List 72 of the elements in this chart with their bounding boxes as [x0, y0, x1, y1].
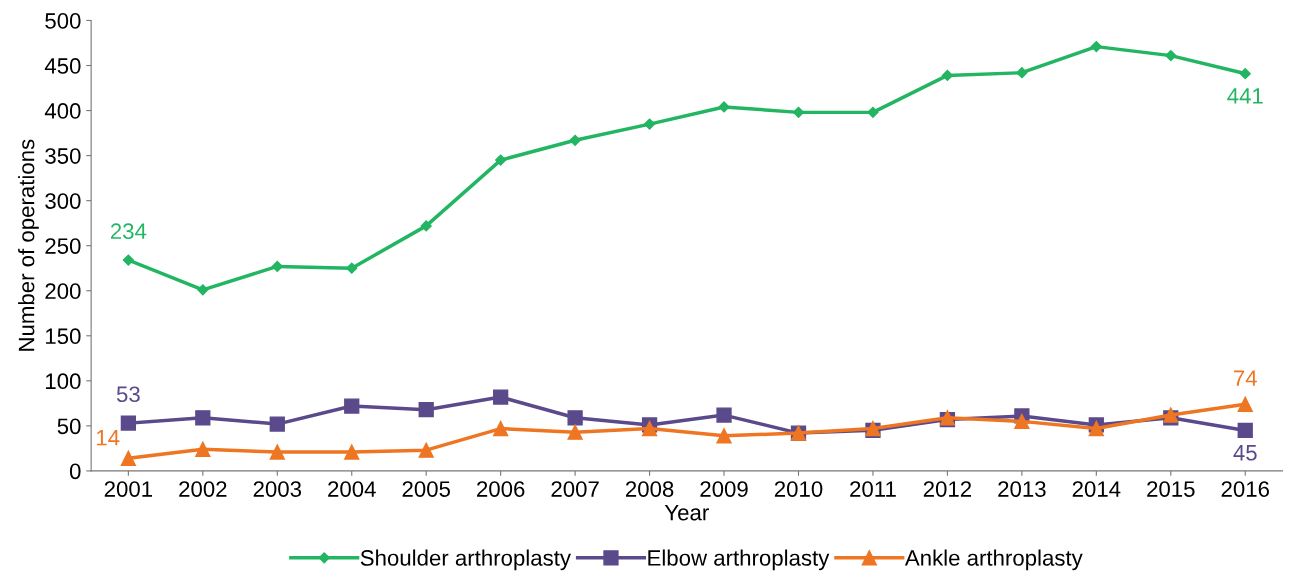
y-tick-label: 0 — [69, 463, 81, 480]
x-tick-label: 2012 — [923, 481, 972, 497]
annotation: 74 — [1234, 370, 1257, 386]
x-tick-label: 2006 — [477, 481, 525, 497]
annotation: 53 — [116, 386, 140, 403]
point — [420, 220, 432, 232]
legend-label: Ankle arthroplasty — [904, 549, 1083, 571]
point — [1088, 420, 1104, 437]
annotation: 234 — [110, 223, 147, 240]
y-tick-label: 300 — [45, 193, 81, 209]
point — [346, 262, 358, 274]
point — [1016, 67, 1028, 79]
x-tick-label: 2008 — [625, 481, 674, 497]
annotation: 14 — [97, 430, 120, 446]
x-tick-label: 2014 — [1072, 481, 1121, 497]
x-tick-label: 2015 — [1147, 481, 1195, 497]
y-tick-label: 400 — [44, 103, 81, 119]
y-axis-title: Number of operations — [18, 139, 39, 351]
y-tick-label: 350 — [45, 148, 81, 164]
point — [643, 118, 656, 130]
point — [197, 284, 209, 296]
annotation: 441 — [1227, 88, 1263, 104]
point — [418, 402, 434, 418]
x-tick-label: 2011 — [850, 481, 896, 497]
legend-label: Shoulder arthroplasty — [360, 549, 571, 571]
point — [120, 415, 137, 431]
point — [1237, 422, 1253, 439]
point — [567, 410, 583, 426]
x-tick-label: 2003 — [253, 481, 302, 497]
point — [493, 389, 509, 405]
x-tick-label: 2005 — [402, 481, 450, 497]
point — [716, 407, 732, 423]
point — [120, 450, 137, 466]
point — [1237, 396, 1253, 412]
point — [195, 441, 211, 457]
x-tick-label: 2010 — [774, 481, 823, 497]
y-tick-label: 250 — [45, 238, 81, 254]
x-tick-label: 2013 — [998, 481, 1046, 497]
point — [495, 154, 507, 166]
point — [867, 106, 879, 118]
x-tick-label: 2004 — [328, 481, 376, 497]
y-tick-label: 150 — [46, 328, 81, 345]
annotation: 45 — [1233, 445, 1257, 461]
point — [418, 442, 434, 458]
x-tick-label: 2001 — [104, 481, 152, 497]
point — [1014, 413, 1030, 430]
y-tick-label: 100 — [46, 373, 81, 390]
point — [195, 410, 211, 426]
y-tick-label: 500 — [45, 13, 81, 29]
point — [641, 420, 658, 437]
y-tick-label: 450 — [44, 58, 81, 74]
point — [1090, 40, 1102, 53]
x-tick-label: 2016 — [1221, 481, 1269, 497]
point — [271, 260, 283, 273]
x-tick-label: 2009 — [700, 481, 748, 497]
point — [569, 134, 581, 146]
point — [716, 428, 732, 444]
legend-label: Elbow arthroplasty — [648, 549, 830, 571]
y-tick-label: 50 — [57, 418, 81, 435]
point — [344, 444, 360, 460]
y-tick-label: 200 — [45, 283, 81, 300]
point — [269, 416, 285, 432]
point — [1165, 50, 1177, 62]
x-axis-title: Year — [664, 504, 709, 521]
point — [122, 254, 134, 266]
point — [344, 398, 360, 414]
point — [567, 424, 583, 440]
x-tick-label: 2002 — [179, 481, 227, 497]
x-tick-label: 2007 — [551, 481, 599, 497]
point — [1239, 68, 1251, 80]
point — [493, 420, 509, 437]
point — [269, 444, 285, 460]
